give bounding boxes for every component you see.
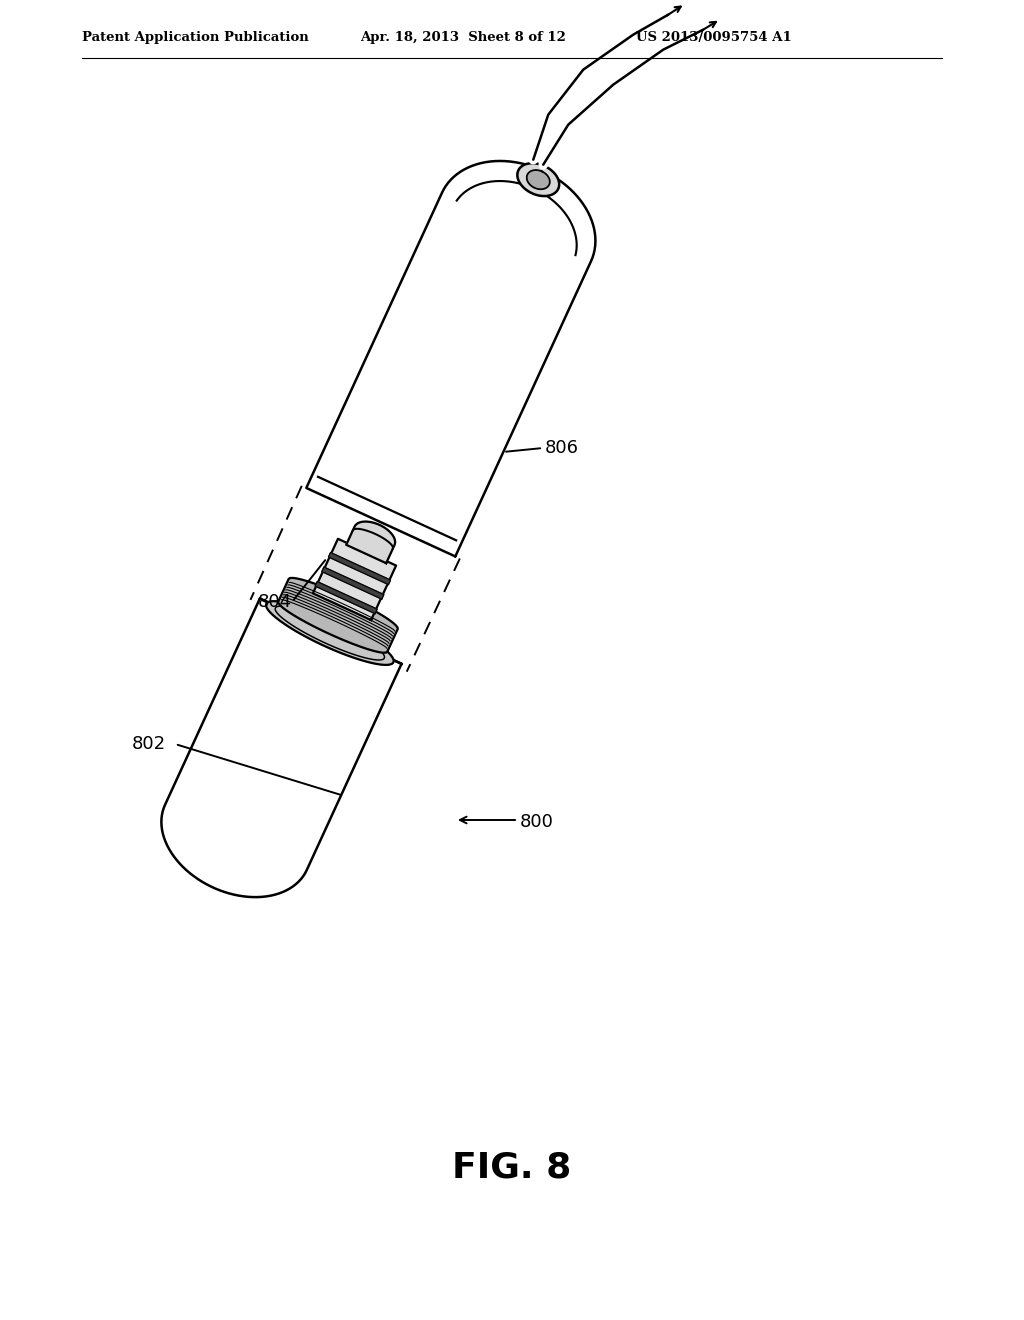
Polygon shape [306,161,595,557]
Text: Apr. 18, 2013  Sheet 8 of 12: Apr. 18, 2013 Sheet 8 of 12 [360,32,566,45]
Polygon shape [346,521,395,564]
Polygon shape [279,578,397,653]
Text: FIG. 8: FIG. 8 [453,1151,571,1185]
Polygon shape [517,164,559,197]
Text: Patent Application Publication: Patent Application Publication [82,32,309,45]
Polygon shape [162,599,401,898]
Text: 800: 800 [520,813,554,832]
Polygon shape [313,539,396,620]
Polygon shape [322,568,384,599]
Text: 804: 804 [258,593,292,611]
Polygon shape [266,601,393,665]
Text: 802: 802 [132,735,166,752]
Polygon shape [526,170,550,189]
Polygon shape [329,553,390,585]
Text: US 2013/0095754 A1: US 2013/0095754 A1 [636,32,792,45]
Text: 806: 806 [545,440,579,457]
Polygon shape [315,582,377,614]
